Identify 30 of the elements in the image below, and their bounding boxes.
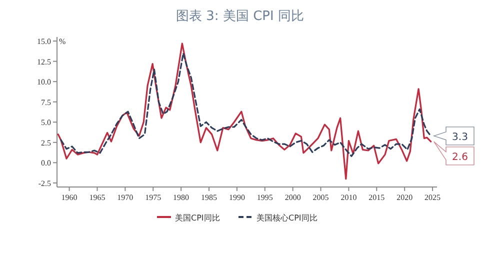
annotation: 2.6 [434, 141, 474, 166]
y-tick-label: 10.0 [37, 78, 51, 87]
chart-title: 图表 3: 美国 CPI 同比 [176, 8, 304, 24]
y-tick-label: 0.0 [41, 158, 51, 168]
y-axis-title: % [59, 37, 66, 46]
annotation: 3.3 [452, 132, 468, 143]
x-tick-label: 1960 [61, 193, 78, 202]
y-tick-label: 15.0 [37, 37, 51, 46]
x-tick-label: 2000 [284, 193, 301, 202]
x-tick-label: 1980 [173, 193, 190, 202]
x-tick-label: 2020 [396, 193, 413, 202]
y-tick-label: 7.5 [41, 98, 51, 107]
x-tick-label: 1965 [89, 193, 106, 202]
y-tick-label: 12.5 [37, 57, 51, 66]
legend-label: 美国核心CPI同比 [256, 214, 318, 222]
y-tick-label: 2.5 [41, 138, 51, 148]
y-tick-label: 5.0 [41, 118, 51, 128]
x-tick-label: 1970 [117, 193, 134, 202]
x-tick-label: 1990 [228, 193, 245, 202]
legend-label: 美国CPI同比 [175, 214, 220, 222]
annotation: 2.6 [452, 152, 468, 163]
x-tick-label: 2010 [340, 193, 357, 202]
x-tick-label: 2025 [424, 193, 441, 202]
x-tick-label: 1995 [256, 193, 273, 202]
x-tick-label: 2015 [368, 193, 385, 202]
x-tick-label: 2005 [312, 193, 329, 202]
y-tick-label: -2.5 [38, 178, 51, 188]
x-tick-label: 1975 [145, 193, 162, 202]
x-tick-label: 1985 [201, 193, 217, 202]
annotation: 3.3 [432, 126, 474, 146]
